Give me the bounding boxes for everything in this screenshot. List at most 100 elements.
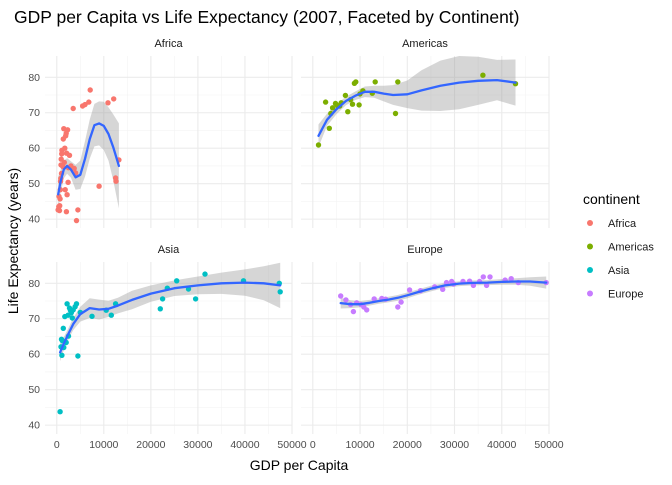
y-tick-label: 50 bbox=[28, 178, 40, 190]
chart-title: GDP per Capita vs Life Expectancy (2007,… bbox=[14, 7, 520, 27]
data-point bbox=[64, 192, 70, 198]
data-point bbox=[202, 271, 208, 277]
facet-panel-africa: Africa 40 50 60 70 80 bbox=[28, 38, 293, 228]
data-point bbox=[57, 196, 63, 202]
data-point bbox=[508, 276, 514, 282]
data-point bbox=[371, 296, 377, 302]
data-point bbox=[338, 293, 344, 299]
facet-label: Americas bbox=[402, 38, 448, 50]
legend-swatch bbox=[587, 267, 593, 273]
x-tick-label: 50000 bbox=[277, 439, 306, 451]
data-point bbox=[96, 183, 102, 189]
data-point bbox=[480, 274, 486, 280]
facet-panel-asia: Asia 40 50 60 70 80 0 10000 20000 30000 40000 50000 bbox=[28, 244, 306, 451]
legend-entry-label: Asia bbox=[608, 265, 630, 277]
data-point bbox=[192, 296, 199, 302]
data-point bbox=[440, 286, 446, 292]
data-point bbox=[395, 304, 401, 310]
data-point bbox=[63, 209, 70, 215]
x-tick-label: 10000 bbox=[89, 439, 118, 451]
data-point bbox=[56, 207, 63, 214]
x-tick-label: 0 bbox=[310, 439, 316, 451]
data-point bbox=[75, 353, 81, 359]
data-point bbox=[326, 125, 332, 131]
data-point bbox=[372, 79, 378, 85]
data-point bbox=[66, 152, 73, 158]
data-point bbox=[86, 99, 92, 105]
data-point bbox=[364, 307, 370, 313]
data-point bbox=[60, 325, 66, 331]
legend-entry-label: Europe bbox=[608, 289, 643, 301]
legend: continent Africa Americas Asia Europe bbox=[583, 191, 654, 301]
data-point bbox=[57, 203, 63, 209]
data-point bbox=[71, 165, 77, 172]
y-tick-label: 40 bbox=[28, 420, 40, 432]
x-tick-label: 40000 bbox=[487, 439, 516, 451]
data-point bbox=[62, 145, 68, 151]
y-tick-label: 40 bbox=[28, 214, 40, 226]
data-point bbox=[395, 79, 401, 85]
data-point bbox=[64, 127, 71, 133]
data-point bbox=[345, 109, 351, 115]
confidence-band bbox=[318, 56, 516, 148]
smooth-line bbox=[57, 122, 121, 196]
data-point bbox=[65, 179, 71, 185]
data-point bbox=[487, 274, 493, 280]
x-tick-label: 0 bbox=[54, 439, 60, 451]
data-point bbox=[398, 299, 404, 305]
y-tick-label: 60 bbox=[28, 349, 40, 361]
confidence-band bbox=[60, 262, 281, 362]
confidence-band bbox=[58, 101, 119, 212]
data-point bbox=[277, 289, 283, 295]
x-tick-label: 10000 bbox=[345, 439, 374, 451]
y-tick-label: 80 bbox=[28, 278, 40, 290]
smooth-line bbox=[58, 281, 282, 354]
data-point bbox=[70, 105, 76, 112]
data-point bbox=[87, 87, 93, 93]
data-point bbox=[157, 306, 163, 312]
smooth-line bbox=[317, 78, 517, 137]
y-tick-label: 80 bbox=[28, 72, 40, 84]
legend-entry-label: Americas bbox=[608, 242, 654, 254]
y-tick-label: 70 bbox=[28, 107, 40, 119]
data-point bbox=[392, 110, 399, 117]
data-point bbox=[329, 105, 336, 111]
data-point bbox=[159, 296, 166, 302]
y-tick-label: 50 bbox=[28, 384, 40, 396]
confidence-band bbox=[340, 276, 547, 309]
y-axis-label: Life Expectancy (years) bbox=[5, 168, 21, 314]
y-tick-label: 70 bbox=[28, 313, 40, 325]
smooth-line bbox=[339, 280, 548, 306]
data-point bbox=[483, 282, 490, 289]
legend-entry-label: Africa bbox=[608, 218, 637, 230]
data-point bbox=[73, 301, 80, 307]
data-point bbox=[61, 159, 67, 166]
data-point bbox=[64, 301, 70, 307]
data-point bbox=[75, 207, 81, 213]
data-point bbox=[69, 315, 76, 321]
legend-title: continent bbox=[583, 191, 640, 207]
facet-panel-europe: Europe 0 10000 20000 30000 40000 50000 bbox=[301, 244, 564, 451]
x-axis-label: GDP per Capita bbox=[250, 457, 349, 473]
data-point bbox=[73, 217, 80, 224]
legend-swatch bbox=[587, 220, 593, 226]
x-tick-label: 30000 bbox=[183, 439, 212, 451]
data-point bbox=[59, 352, 65, 358]
facet-label: Asia bbox=[158, 244, 180, 256]
data-point bbox=[82, 101, 88, 108]
data-point bbox=[480, 72, 486, 78]
x-tick-label: 40000 bbox=[230, 439, 259, 451]
data-point bbox=[89, 313, 95, 319]
legend-swatch bbox=[587, 243, 593, 250]
data-point bbox=[57, 409, 63, 415]
data-point bbox=[108, 312, 115, 318]
data-point bbox=[174, 278, 180, 284]
x-tick-label: 20000 bbox=[136, 439, 165, 451]
x-tick-label: 20000 bbox=[393, 439, 422, 451]
facet-panel-americas: Americas bbox=[301, 38, 550, 228]
data-point bbox=[62, 187, 68, 193]
data-point bbox=[111, 96, 117, 102]
x-tick-label: 50000 bbox=[534, 439, 563, 451]
